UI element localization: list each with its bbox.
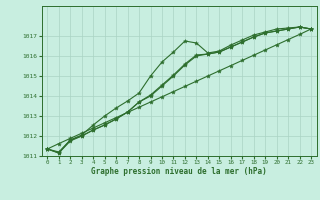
X-axis label: Graphe pression niveau de la mer (hPa): Graphe pression niveau de la mer (hPa) <box>91 167 267 176</box>
